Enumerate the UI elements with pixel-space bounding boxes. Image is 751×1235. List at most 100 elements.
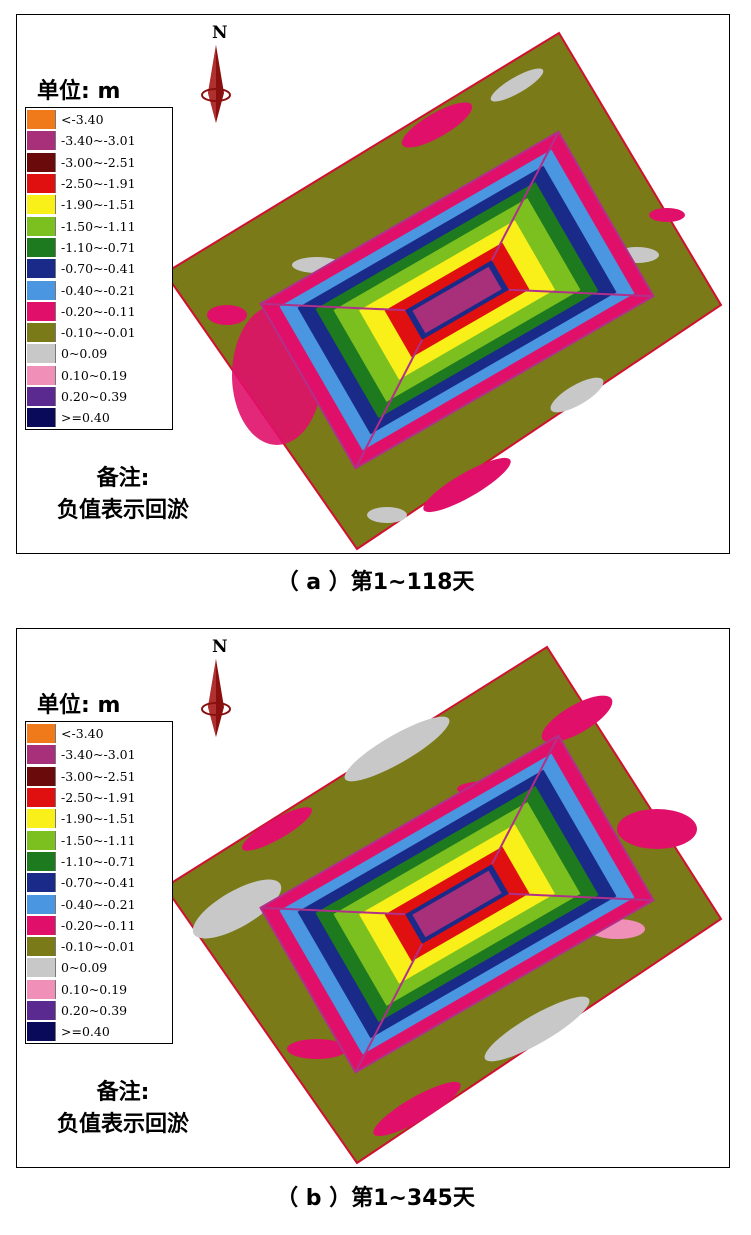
unit-label: 单位: m [37, 693, 121, 718]
north-arrow: N [192, 637, 240, 747]
legend-item: -3.00~-2.51 [27, 152, 172, 173]
legend-label: -2.50~-1.91 [61, 790, 136, 806]
legend-item: 0.10~0.19 [27, 979, 172, 1000]
legend-item: -0.20~-0.11 [27, 915, 172, 936]
legend-swatch [27, 110, 56, 130]
note: 备注: 负值表示回淤 [33, 463, 213, 527]
legend-swatch [27, 280, 56, 300]
legend-item: -1.10~-0.71 [27, 851, 172, 872]
legend-swatch [27, 152, 56, 172]
legend-label: 0.10~0.19 [61, 981, 128, 997]
legend-label: -0.10~-0.01 [61, 325, 136, 341]
dredged-pit [259, 734, 655, 1074]
bathymetry-map-a [163, 31, 723, 551]
legend-swatch [27, 937, 56, 957]
legend-swatch [27, 365, 56, 385]
legend-swatch [27, 131, 56, 151]
note-title: 备注: [96, 466, 150, 491]
legend-label: -1.10~-0.71 [61, 239, 136, 255]
legend-item: 0.20~0.39 [27, 386, 172, 407]
north-label: N [212, 637, 228, 657]
legend-label: -2.50~-1.91 [61, 176, 136, 192]
legend-label: -3.00~-2.51 [61, 154, 136, 170]
scatter-patches [207, 68, 685, 523]
legend-item: -2.50~-1.91 [27, 173, 172, 194]
legend-item: -2.50~-1.91 [27, 787, 172, 808]
legend-item: -3.40~-3.01 [27, 130, 172, 151]
legend-label: >=0.40 [61, 1024, 110, 1040]
note: 备注: 负值表示回淤 [33, 1077, 213, 1141]
dredged-pit [259, 130, 655, 470]
legend-swatch [27, 979, 56, 999]
note-text: 负值表示回淤 [56, 1112, 189, 1137]
legend-item: <-3.40 [27, 723, 172, 744]
legend-item: -1.90~-1.51 [27, 808, 172, 829]
note-text: 负值表示回淤 [56, 498, 189, 523]
map-panel-b: N 单位: m <-3.40 -3.40~-3.01 -3.00~-2.51 -2.5… [16, 628, 730, 1168]
legend-swatch [27, 745, 56, 765]
legend-label: 0~0.09 [61, 960, 108, 976]
legend-label: >=0.40 [61, 410, 110, 426]
legend-item: -1.50~-1.11 [27, 829, 172, 850]
legend-swatch [27, 788, 56, 808]
legend-label: -1.50~-1.11 [61, 832, 136, 848]
caption-b: （ b ）第1~345天 [276, 1186, 475, 1211]
legend-item: -3.40~-3.01 [27, 744, 172, 765]
legend-item: >=0.40 [27, 407, 172, 428]
legend-item: 0.20~0.39 [27, 1000, 172, 1021]
legend-swatch [27, 809, 56, 829]
legend-item: -1.90~-1.51 [27, 194, 172, 215]
north-arrow: N [192, 23, 240, 133]
legend-item: <-3.40 [27, 109, 172, 130]
legend-item: -3.00~-2.51 [27, 766, 172, 787]
legend-label: -0.10~-0.01 [61, 939, 136, 955]
legend: <-3.40 -3.40~-3.01 -3.00~-2.51 -2.50~-1.91 -… [25, 721, 173, 1045]
legend-label: -0.40~-0.21 [61, 282, 136, 298]
legend-swatch [27, 301, 56, 321]
legend-swatch [27, 851, 56, 871]
legend-label: 0.20~0.39 [61, 1003, 128, 1018]
legend-label: -1.90~-1.51 [61, 197, 136, 213]
legend-label: -3.00~-2.51 [61, 768, 136, 784]
note-title: 备注: [96, 1080, 150, 1105]
legend-swatch [27, 1022, 56, 1042]
legend-item: -0.70~-0.41 [27, 872, 172, 893]
legend-item: -0.10~-0.01 [27, 936, 172, 957]
legend-label: -1.90~-1.51 [61, 811, 136, 827]
legend-label: -0.70~-0.41 [61, 261, 136, 277]
legend-label: -3.40~-3.01 [61, 133, 136, 149]
legend-label: -0.20~-0.11 [61, 303, 136, 319]
legend-swatch [27, 724, 56, 744]
legend-label: 0.20~0.39 [61, 389, 128, 404]
legend-swatch [27, 408, 56, 428]
legend-swatch [27, 766, 56, 786]
legend-swatch [27, 830, 56, 850]
legend: <-3.40 -3.40~-3.01 -3.00~-2.51 -2.50~-1.91 -… [25, 107, 173, 431]
legend-label: 0~0.09 [61, 346, 108, 362]
legend-label: -0.40~-0.21 [61, 896, 136, 912]
legend-swatch [27, 873, 56, 893]
legend-item: >=0.40 [27, 1021, 172, 1042]
north-label: N [212, 23, 228, 43]
north-arrow-icon [201, 659, 231, 737]
legend-swatch [27, 387, 56, 406]
legend-item: -1.10~-0.71 [27, 237, 172, 258]
legend-label: -0.20~-0.11 [61, 917, 136, 933]
legend-swatch [27, 323, 56, 343]
legend-swatch [27, 958, 56, 978]
map-panel-a: N 单位: m <-3.40 -3.40~-3.01 -3.00~-2.51 -2.5… [16, 14, 730, 554]
legend-swatch [27, 915, 56, 935]
north-arrow-icon [201, 45, 231, 123]
legend-item: -0.40~-0.21 [27, 893, 172, 914]
legend-label: -1.50~-1.11 [61, 218, 136, 234]
legend-item: -1.50~-1.11 [27, 215, 172, 236]
legend-item: -0.40~-0.21 [27, 279, 172, 300]
legend-label: -3.40~-3.01 [61, 747, 136, 763]
legend-item: 0~0.09 [27, 957, 172, 978]
legend-item: 0~0.09 [27, 343, 172, 364]
legend-swatch [27, 174, 56, 194]
unit-label: 单位: m [37, 79, 121, 104]
legend-item: -0.10~-0.01 [27, 322, 172, 343]
legend-swatch [27, 216, 56, 236]
legend-swatch [27, 237, 56, 257]
